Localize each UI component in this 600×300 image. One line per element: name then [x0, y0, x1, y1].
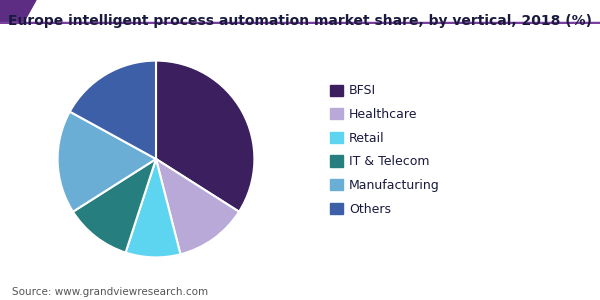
Legend: BFSI, Healthcare, Retail, IT & Telecom, Manufacturing, Others: BFSI, Healthcare, Retail, IT & Telecom, … [330, 84, 440, 216]
Wedge shape [156, 61, 254, 212]
Polygon shape [0, 0, 36, 22]
Wedge shape [73, 159, 156, 253]
Wedge shape [70, 61, 156, 159]
Text: Europe intelligent process automation market share, by vertical, 2018 (%): Europe intelligent process automation ma… [8, 14, 592, 28]
Wedge shape [125, 159, 181, 257]
Wedge shape [58, 112, 156, 212]
Wedge shape [156, 159, 239, 254]
Text: Source: www.grandviewresearch.com: Source: www.grandviewresearch.com [12, 287, 208, 297]
